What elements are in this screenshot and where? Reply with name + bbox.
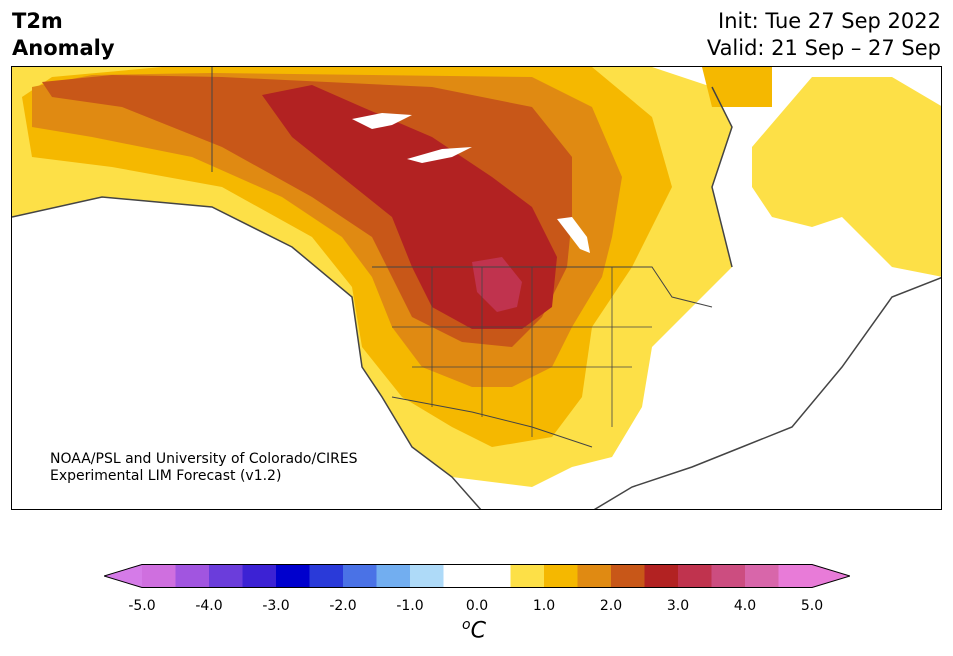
colorbar-tick-label: -1.0 xyxy=(396,598,424,614)
colorbar-segment xyxy=(778,564,813,588)
credit-line1: NOAA/PSL and University of Colorado/CIRE… xyxy=(50,451,358,467)
colorbar-over-arrow xyxy=(812,564,850,588)
colorbar-tick-label: -3.0 xyxy=(262,598,290,614)
unit-prefix: o xyxy=(462,617,471,633)
colorbar-segment xyxy=(276,564,310,588)
colorbar-segment xyxy=(577,564,612,588)
credit-line2: Experimental LIM Forecast (v1.2) xyxy=(50,468,282,484)
lake-winnipeg xyxy=(557,217,590,253)
valid-range: Valid: 21 Sep – 27 Sep xyxy=(706,36,941,60)
anomaly-band-05-east xyxy=(752,77,941,277)
colorbar-segment xyxy=(544,564,578,588)
colorbar-segment xyxy=(678,564,712,588)
date-info: Init: Tue 27 Sep 2022 Valid: 21 Sep – 27… xyxy=(707,8,941,62)
colorbar-segment xyxy=(175,564,210,588)
coastline-east xyxy=(593,276,941,509)
state-borders xyxy=(392,267,652,437)
colorbar-tick-label: -4.0 xyxy=(195,598,223,614)
title-variable: T2m xyxy=(12,9,63,33)
colorbar-segment xyxy=(142,564,176,588)
colorbar-svg xyxy=(102,564,852,588)
colorbar-segment xyxy=(711,564,746,588)
colorbar-segment xyxy=(510,564,545,588)
colorbar-tick-label: 1.0 xyxy=(532,598,556,614)
anomaly-map: NOAA/PSL and University of Colorado/CIRE… xyxy=(11,66,942,510)
coastline-west xyxy=(12,196,482,509)
colorbar-tick-label: 4.0 xyxy=(733,598,757,614)
unit-letter: C xyxy=(470,618,486,644)
colorbar-segment xyxy=(443,564,478,588)
colorbar-tick-label: 0.0 xyxy=(465,598,489,614)
colorbar-segment xyxy=(209,564,243,588)
colorbar-tick-label: -2.0 xyxy=(329,598,357,614)
colorbar-segment xyxy=(644,564,679,588)
colorbar-segment xyxy=(477,564,511,588)
anomaly-band-30 xyxy=(472,257,522,312)
map-title: T2m Anomaly xyxy=(12,8,115,62)
colorbar-tick-label: 3.0 xyxy=(666,598,690,614)
colorbar-segment xyxy=(745,564,779,588)
colorbar xyxy=(102,564,852,588)
init-date: Init: Tue 27 Sep 2022 xyxy=(718,9,941,33)
colorbar-segment xyxy=(376,564,411,588)
colorbar-under-arrow xyxy=(104,564,142,588)
canada-us-border xyxy=(372,266,713,308)
hudson-bay-coast xyxy=(711,86,733,268)
colorbar-unit: oC xyxy=(462,617,486,643)
credit-text: NOAA/PSL and University of Colorado/CIRE… xyxy=(50,451,358,485)
great-slave-lake xyxy=(352,113,412,129)
colorbar-segment xyxy=(410,564,444,588)
lake-athabasca xyxy=(407,147,472,163)
colorbar-segment xyxy=(611,564,645,588)
colorbar-segment xyxy=(242,564,277,588)
title-kind: Anomaly xyxy=(12,36,115,60)
colorbar-tick-label: 2.0 xyxy=(599,598,623,614)
colorbar-tick-label: 5.0 xyxy=(800,598,824,614)
anomaly-band-10-ne xyxy=(702,67,772,107)
colorbar-segment xyxy=(343,564,377,588)
map-svg xyxy=(12,67,941,509)
colorbar-tick-label: -5.0 xyxy=(128,598,156,614)
colorbar-segment xyxy=(309,564,344,588)
